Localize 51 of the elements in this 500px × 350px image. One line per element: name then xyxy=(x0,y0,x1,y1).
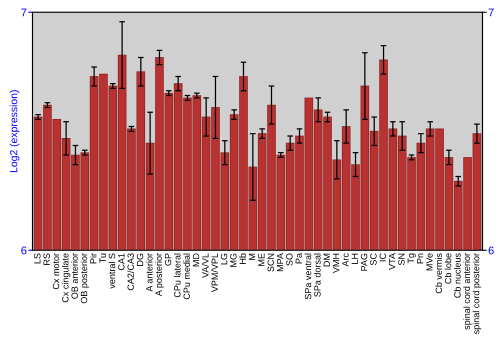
x-tick-label: A posterior xyxy=(155,253,164,296)
x-tick-label: SC xyxy=(370,253,377,266)
x-tick-label: Hb xyxy=(239,253,246,264)
x-tick-label: spinal cord posterior xyxy=(472,253,482,334)
x-tick-label: LS xyxy=(34,253,41,264)
x-tick-label: CA1 xyxy=(118,253,125,270)
x-tick-label: CA2/CA3 xyxy=(127,253,134,290)
x-tick-label: SCN xyxy=(268,254,274,272)
x-tick-label: A anterior xyxy=(146,253,153,292)
x-tick-label: Pir xyxy=(90,253,96,264)
x-tick-label: M xyxy=(248,254,256,260)
x-tick-label: VTA xyxy=(388,253,396,270)
x-tick-label: VPM/VPL xyxy=(211,253,218,292)
x-tick-label: ventral S xyxy=(108,253,116,289)
y2-tick-label: 6 xyxy=(488,246,494,254)
x-tick-label: GP xyxy=(164,254,172,266)
x-tick-label: Pn xyxy=(417,254,424,264)
x-tick-label: OB anterior xyxy=(71,253,78,299)
x-tick-label: Cb nucleus xyxy=(454,253,461,298)
x-tick-label: LG xyxy=(220,254,228,264)
x-tick-label: PAG xyxy=(360,254,368,271)
x-tick-label: MD xyxy=(192,253,200,266)
x-tick-label: Cx motor xyxy=(52,253,60,290)
x-tick-label: MPA xyxy=(276,253,284,272)
x-tick-label: IC xyxy=(380,253,386,262)
y2-tick-label: 7 xyxy=(488,8,494,16)
x-tick-label: CPu lateral xyxy=(174,254,181,298)
x-tick-label: VMH xyxy=(332,254,340,274)
x-tick-label: Cx cingulate xyxy=(62,253,70,302)
x-tick-label: OB posterior xyxy=(80,253,89,304)
x-tick-label: SPa dorsal xyxy=(314,254,321,297)
x-tick-label: SPa ventral xyxy=(304,254,312,300)
x-tick-label: SN xyxy=(398,254,405,266)
y-axis-title: Log2 (expression) xyxy=(10,90,20,172)
x-tick-label: spinal cord anterior xyxy=(463,253,472,330)
x-tick-label: DM xyxy=(324,254,330,266)
x-tick-label: Cb vermis xyxy=(435,253,442,294)
x-tick-label: VA/VL xyxy=(202,253,209,278)
x-tick-label: SO xyxy=(286,253,293,266)
x-tick-label: CPu medial xyxy=(183,254,190,300)
x-tick-label: Pa xyxy=(296,253,302,264)
x-tick-label: Tg xyxy=(408,254,416,264)
x-tick-label: ME xyxy=(258,253,265,266)
x-tick-label: MVe xyxy=(426,253,433,270)
x-tick-label: RS xyxy=(43,253,50,265)
x-tick-label: Tu xyxy=(100,254,106,264)
x-tick-label: Cb lobe xyxy=(444,253,452,284)
x-tick-label: DG xyxy=(136,254,144,266)
x-tick-label: LH xyxy=(352,254,358,264)
x-tick-label: Arc xyxy=(342,253,349,267)
x-tick-label: MG xyxy=(230,254,237,267)
